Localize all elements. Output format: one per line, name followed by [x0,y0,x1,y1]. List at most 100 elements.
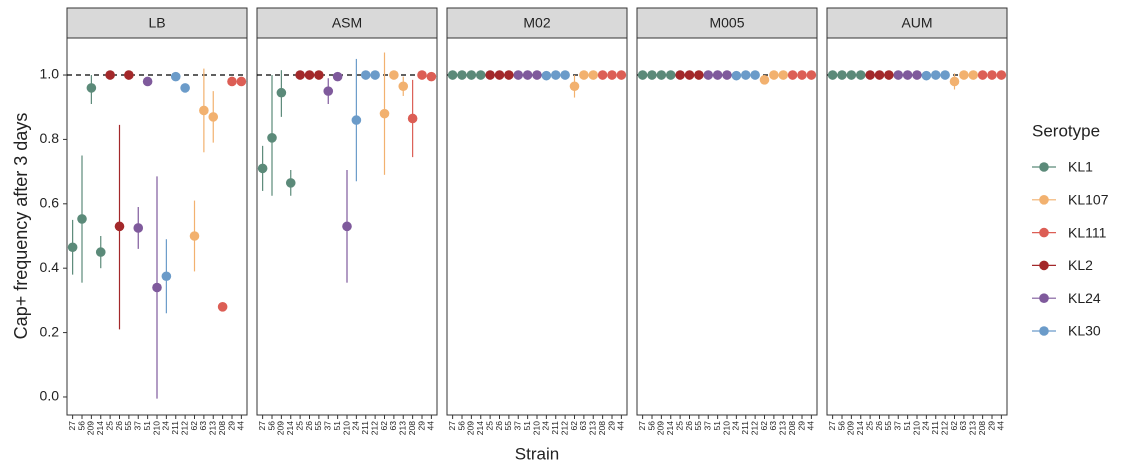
x-tick-label: 29 [796,421,806,431]
x-tick-label: 27 [447,421,457,431]
x-tick-label: 213 [208,421,218,435]
x-tick-label: 62 [379,421,389,431]
x-tick-label: 209 [466,421,476,435]
x-tick-label: 55 [693,421,703,431]
point [67,242,78,253]
y-axis-label: Cap+ frequency after 3 days [11,113,31,340]
x-tick-label: 214 [95,421,105,435]
y-tick-label: 0.2 [40,323,60,339]
point [912,70,922,80]
strip-title: LB [148,15,165,31]
x-tick-label: 44 [996,421,1006,431]
point [541,70,552,81]
x-tick-label: 44 [616,421,626,431]
y-tick-label: 0.6 [40,195,60,211]
point [740,70,751,80]
point [846,70,857,80]
x-tick-label: 212 [179,421,189,435]
x-tick-label: 208 [787,421,797,435]
point [597,70,608,80]
x-tick-label: 211 [170,421,180,435]
point [208,112,219,122]
x-tick-label: 213 [968,421,978,435]
x-tick-label: 208 [977,421,987,435]
x-tick-label: 211 [740,421,750,435]
point [227,76,237,87]
point [921,70,932,81]
point [494,70,505,80]
x-tick-label: 210 [151,421,161,435]
x-tick-label: 210 [531,421,541,435]
point [257,163,268,174]
point [304,70,315,80]
point [189,231,200,241]
x-tick-label: 212 [939,421,949,435]
point [342,221,352,232]
point [996,70,1007,80]
point [703,70,714,80]
x-tick-label: 26 [684,421,694,431]
point [447,70,458,80]
x-tick-label: 63 [958,421,968,431]
panel [636,37,818,416]
legend-key [1039,326,1049,336]
point [86,83,97,93]
x-tick-label: 211 [550,421,560,435]
point [902,70,913,80]
point [532,70,542,80]
x-tick-label: 55 [123,421,133,431]
point [217,302,228,312]
x-tick-label: 212 [749,421,759,435]
x-tick-label: 56 [76,421,86,431]
point [360,70,371,80]
point [180,83,190,93]
x-tick-label: 209 [86,421,96,435]
point [170,71,181,82]
legend-label: KL111 [1068,224,1107,240]
strip-title: M005 [709,15,744,31]
point [797,70,807,80]
point [522,70,533,80]
point [105,70,115,80]
x-tick-label: 51 [712,421,722,431]
point [731,70,742,81]
x-tick-label: 214 [475,421,485,435]
legend-key [1039,195,1049,205]
point [827,70,838,80]
x-tick-label: 63 [578,421,588,431]
point [466,70,477,80]
x-tick-label: 24 [731,421,741,431]
point [407,113,418,124]
x-tick-label: 210 [721,421,731,435]
x-tick-label: 213 [398,421,408,435]
point [722,70,732,80]
strip [256,7,438,39]
point [124,70,134,80]
x-tick-label: 44 [806,421,816,431]
strip-title: M02 [523,15,550,31]
x-tick-label: 29 [226,421,236,431]
point [133,223,144,233]
point [769,70,779,80]
x-tick-label: 44 [236,421,246,431]
legend-label: KL30 [1068,323,1101,339]
x-tick-label: 55 [503,421,513,431]
point [379,108,390,119]
x-tick-label: 29 [606,421,616,431]
x-tick-label: 208 [407,421,417,435]
x-tick-label: 26 [874,421,884,431]
point [656,70,667,80]
point [332,71,343,82]
point [637,70,648,80]
x-tick-label: 24 [161,421,171,431]
x-tick-label: 37 [703,421,713,431]
x-tick-label: 56 [836,421,846,431]
x-tick-label: 51 [902,421,912,431]
point [694,70,704,80]
x-tick-label: 63 [768,421,778,431]
point [77,214,87,224]
strip [826,7,1008,39]
legend-key [1039,293,1049,304]
point [161,271,172,282]
